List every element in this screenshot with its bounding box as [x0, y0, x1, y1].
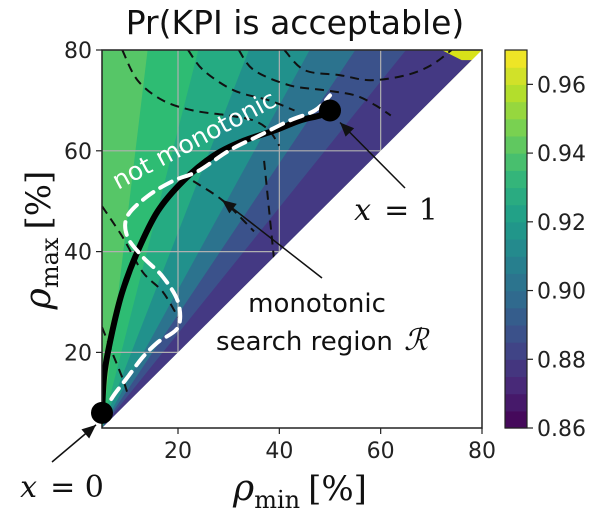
contour-line [102, 326, 129, 394]
colorbar-tick-label: 0.92 [537, 211, 586, 236]
arrow-x1 [339, 121, 406, 189]
monotonic-path [102, 107, 333, 416]
y-axis-subscript: max [36, 237, 64, 288]
colorbar-steps [505, 50, 527, 429]
colorbar-step [505, 273, 527, 292]
contour-line [263, 160, 276, 262]
colorbar-step [505, 256, 527, 274]
colorbar-step [505, 153, 527, 171]
colorbar-tick-label: 0.86 [537, 417, 586, 442]
colorbar-step [505, 324, 527, 343]
colorbar-tick-label: 0.94 [537, 142, 586, 167]
colorbar-step [505, 342, 527, 360]
colorbar-step [505, 118, 527, 137]
x-axis-label: ρmin [%] [232, 468, 367, 512]
x-tick-label: 80 [468, 439, 496, 464]
annotation-x0-eq: = 0 [50, 470, 104, 505]
infeasible-region [102, 50, 482, 428]
plot-frame [101, 49, 483, 429]
colorbar-step [505, 204, 527, 223]
colorbar-frame [504, 49, 528, 429]
annotation-monotonic-line1: monotonic [248, 289, 386, 319]
y-tick-label: 60 [64, 140, 92, 165]
x-tick-label: 40 [265, 439, 293, 464]
y-axis-unit: [%] [19, 171, 59, 230]
contour-band [102, 50, 472, 428]
colorbar-step [505, 84, 527, 103]
colorbar-step [505, 170, 527, 189]
colorbar-step [505, 239, 527, 257]
annotation-x0: x = 0 [20, 470, 104, 505]
colorbar-step [505, 376, 527, 395]
colorbar-step [505, 359, 527, 378]
arrow-x1-head [340, 122, 355, 137]
y-axis-label: ρmax [%] [18, 171, 64, 311]
contour-line [102, 205, 179, 318]
colorbar-step [505, 135, 527, 154]
colorbar-step [505, 50, 527, 68]
marker-layer [91, 99, 341, 424]
y-tick-label: 80 [64, 39, 92, 64]
colorbar-step [505, 307, 527, 326]
colorbar-step [505, 410, 527, 429]
annotation-search-region-text: search region [216, 327, 393, 357]
x-axis-unit: [%] [308, 469, 367, 509]
endpoint-marker [91, 401, 113, 424]
contour-line [121, 50, 281, 147]
colorbar-tick-label: 0.90 [537, 280, 586, 305]
arrow-region [221, 199, 323, 279]
y-axis-symbol: ρ [18, 288, 59, 310]
plot-area [102, 50, 482, 428]
endpoint-marker [319, 99, 341, 122]
x-axis-ticks: 20 40 60 80 [164, 428, 496, 464]
annotation-x1-eq: = 1 [384, 193, 438, 228]
y-tick-label: 40 [64, 241, 92, 266]
chart-title: Pr(KPI is acceptable) [126, 3, 465, 42]
colorbar-step [505, 290, 527, 309]
annotation-region-symbol: ℛ [404, 323, 430, 358]
x-tick-label: 20 [164, 439, 192, 464]
colorbar-step [505, 187, 527, 206]
x-axis-subscript: min [254, 486, 300, 512]
annotation-arrows [51, 121, 406, 463]
colorbar-ticks: 0.86 0.88 0.90 0.92 0.94 0.96 [527, 73, 586, 442]
annotation-x1-var: x [354, 193, 371, 228]
colorbar: 0.86 0.88 0.90 0.92 0.94 0.96 [504, 49, 586, 442]
arrow-x0-head [81, 424, 96, 439]
colorbar-step [505, 393, 527, 412]
x-axis-symbol: ρ [232, 468, 254, 509]
annotation-monotonic-line2: search region ℛ [216, 323, 430, 358]
y-tick-label: 20 [64, 341, 92, 366]
colorbar-step [505, 221, 527, 240]
colorbar-tick-label: 0.88 [537, 348, 586, 373]
annotation-x1: x = 1 [354, 193, 438, 228]
series-layer [102, 93, 333, 420]
not-monotonic-path [102, 93, 332, 420]
colorbar-tick-label: 0.96 [537, 73, 586, 98]
colorbar-step [505, 101, 527, 120]
arrow-region-head [222, 200, 237, 214]
contour-line [237, 50, 392, 117]
contour-line [283, 50, 453, 82]
y-axis-ticks: 20 40 60 80 [64, 39, 102, 366]
colorbar-step [505, 67, 527, 85]
annotation-x0-var: x [20, 470, 37, 505]
x-tick-label: 60 [367, 439, 395, 464]
contour-line [187, 50, 295, 112]
